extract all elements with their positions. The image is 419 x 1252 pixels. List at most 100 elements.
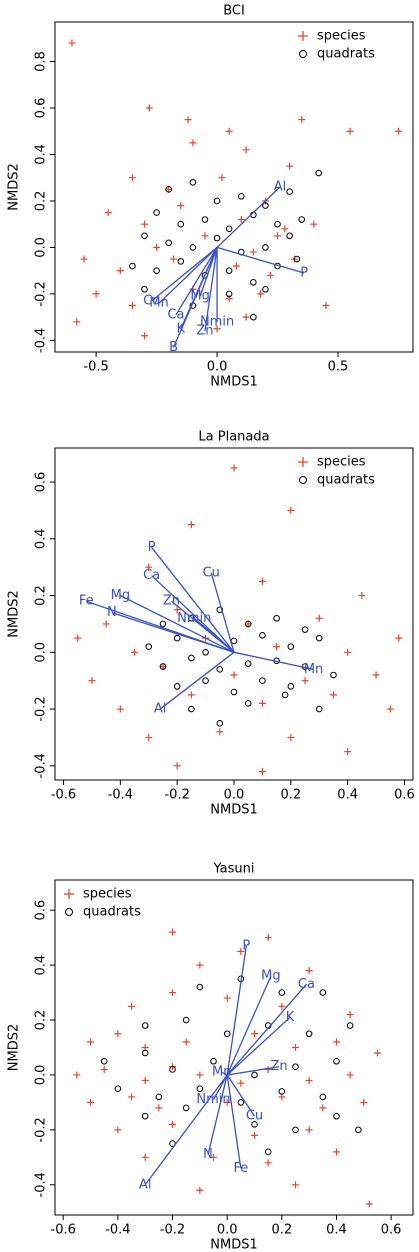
quadrat-point	[201, 216, 209, 223]
species-point	[266, 271, 274, 279]
quadrat-point	[250, 278, 257, 286]
quadrat-point	[216, 719, 224, 727]
env-vector	[175, 247, 218, 316]
panel-title: Yasuni	[213, 862, 255, 877]
y-tick-label: 0.6	[34, 472, 49, 493]
species-point	[310, 220, 318, 228]
env-vector	[144, 1074, 228, 1186]
species-point	[88, 677, 96, 685]
vector-label: Nmin	[200, 314, 234, 329]
env-vector	[199, 247, 218, 297]
env-vector	[226, 945, 247, 1076]
quadrat-point	[159, 663, 167, 670]
quadrat-point	[315, 634, 323, 642]
quadrat-point	[196, 1085, 204, 1092]
legend-label: species	[317, 455, 366, 470]
quadrat-point	[182, 1104, 190, 1112]
species-point	[196, 1186, 204, 1194]
vector-label: Zn	[163, 594, 180, 609]
x-tick-label: 0.2	[280, 788, 301, 803]
quadrat-point	[225, 267, 233, 274]
species-point	[145, 104, 153, 112]
env-vector	[172, 247, 218, 348]
env-vector	[216, 246, 305, 274]
vector-label: Mg	[111, 588, 130, 603]
quadrat-point	[244, 700, 252, 707]
env-vector	[151, 246, 218, 302]
species-point	[358, 592, 366, 600]
species-point	[128, 302, 136, 310]
species-point	[346, 127, 354, 135]
species-point	[73, 1071, 81, 1079]
quadrat-point	[333, 1057, 340, 1065]
x-tick-label: 0.5	[328, 360, 349, 375]
species-point	[196, 1071, 204, 1079]
species-point	[223, 1098, 231, 1106]
vector-label: Al	[274, 180, 287, 195]
vector-label: Ca	[167, 307, 184, 322]
species-point	[373, 1049, 381, 1057]
quadrat-point	[259, 631, 266, 639]
y-tick-label: 0.2	[34, 1010, 49, 1031]
species-point	[329, 691, 337, 699]
x-tick-label: 0.0	[207, 360, 228, 375]
vector-label: Nmin	[177, 611, 211, 626]
vector-label: P	[242, 938, 250, 953]
quadrat-point	[278, 1088, 286, 1095]
species-point	[169, 1120, 177, 1128]
quadrat-point	[281, 691, 289, 699]
species-point	[216, 728, 224, 736]
legend-marker	[298, 31, 308, 41]
x-tick-label: 0.4	[326, 1223, 347, 1238]
x-tick-label: -0.6	[51, 1223, 76, 1238]
quadrat-point	[244, 620, 252, 628]
quadrat-point	[225, 290, 233, 298]
quadrat-point	[165, 239, 172, 247]
env-vector	[226, 1074, 242, 1169]
vector-label: Zn	[196, 324, 213, 339]
species-point	[100, 1065, 108, 1073]
quadrat-point	[182, 1016, 190, 1024]
env-vector	[151, 546, 235, 653]
species-point	[213, 325, 221, 333]
y-axis-label: NMDS2	[7, 590, 22, 637]
quadrat-point	[141, 1112, 149, 1120]
quadrat-point	[155, 1093, 163, 1101]
quadrat-point	[244, 660, 252, 667]
species-point	[237, 216, 245, 224]
species-point	[225, 127, 233, 135]
quadrat-point	[319, 1093, 327, 1101]
quadrat-point	[287, 643, 295, 650]
plot-frame	[54, 21, 414, 353]
quadrat-point	[355, 1126, 362, 1134]
species-point	[287, 506, 295, 514]
species-point	[87, 1098, 95, 1106]
x-tick-label: -0.4	[105, 1223, 130, 1238]
quadrat-point	[264, 1148, 272, 1156]
quadrat-point	[301, 626, 309, 633]
env-vector	[210, 572, 235, 653]
legend-label: quadrats	[83, 905, 141, 920]
env-vector	[159, 651, 235, 710]
species-point	[128, 1002, 136, 1010]
y-tick-label: 0.0	[34, 1065, 49, 1086]
y-tick-label: 0.4	[34, 528, 49, 549]
quadrat-point	[114, 1085, 122, 1092]
species-point	[218, 174, 226, 182]
species-point	[305, 1126, 313, 1134]
species-point	[346, 1011, 354, 1019]
vector-label: Cu	[203, 565, 220, 580]
quadrat-point	[230, 637, 238, 645]
quadrat-point	[173, 634, 181, 642]
species-point	[237, 947, 245, 955]
species-point	[281, 225, 289, 233]
species-point	[116, 267, 124, 275]
species-point	[394, 127, 402, 135]
vector-label: Mn	[304, 662, 323, 677]
species-point	[274, 232, 282, 240]
quadrat-point	[262, 285, 269, 293]
vector-label: Zn	[271, 1059, 288, 1074]
species-point	[230, 671, 238, 679]
quadrat-point	[145, 643, 153, 650]
vector-label: P	[300, 265, 308, 280]
